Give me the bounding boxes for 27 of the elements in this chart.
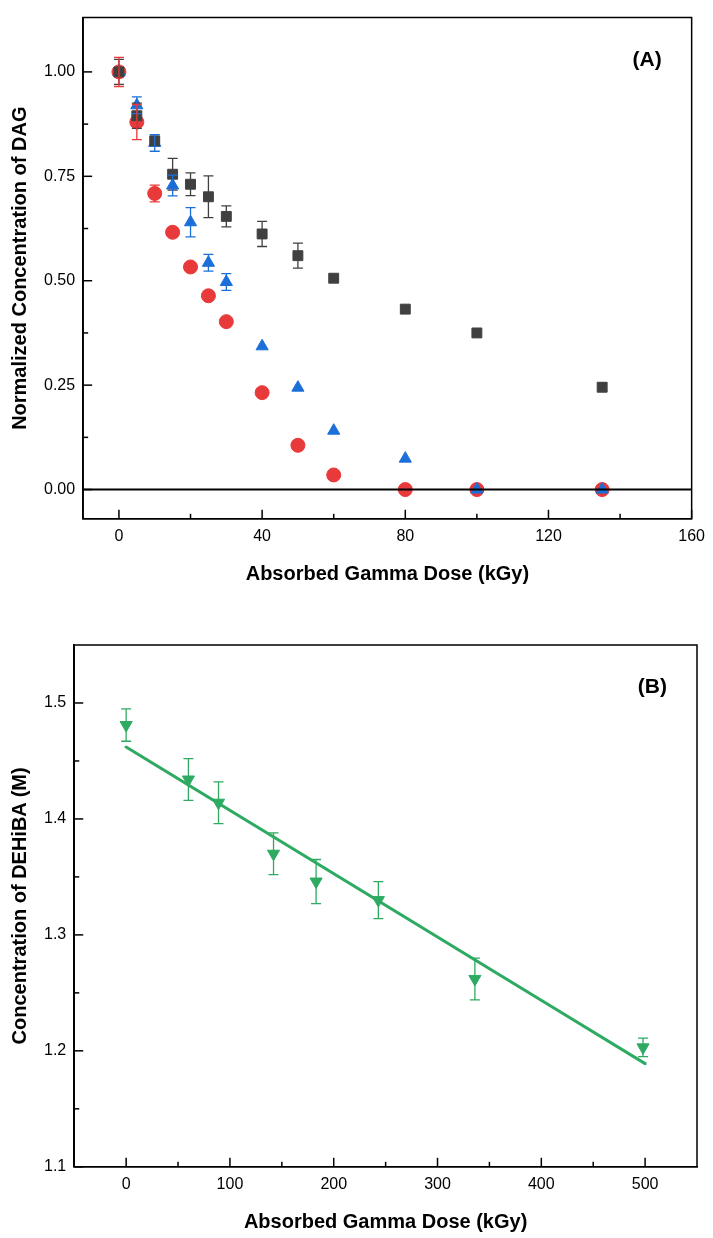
x-tick-label: 200 — [320, 1174, 348, 1192]
x-tick-label: 400 — [527, 1174, 555, 1192]
y-axis-title: Normalized Concentration of DAG — [7, 106, 30, 430]
annotation: (B) — [637, 674, 667, 698]
y-tick-label: 1.2 — [43, 1041, 67, 1059]
x-tick-label: 0 — [121, 1174, 131, 1192]
y-tick-label: 1.1 — [43, 1157, 67, 1175]
x-tick-label: 40 — [253, 526, 272, 544]
y-tick-label: 1.5 — [43, 693, 67, 711]
y-tick-label: 0.50 — [44, 271, 76, 289]
x-tick-label: 0 — [114, 526, 124, 544]
y-tick-label: 0.25 — [44, 375, 76, 393]
x-tick-label: 100 — [216, 1174, 244, 1192]
x-tick-label: 500 — [631, 1174, 659, 1192]
y-tick-label: 0.00 — [44, 479, 76, 497]
x-axis-title: Absorbed Gamma Dose (kGy) — [245, 561, 530, 584]
x-axis-title: Absorbed Gamma Dose (kGy) — [243, 1209, 528, 1232]
annotation: (A) — [632, 46, 662, 70]
x-tick-label: 160 — [678, 526, 706, 544]
y-tick-label: 1.4 — [43, 809, 67, 827]
y-axis-title: Concentration of DEHiBA (M) — [7, 767, 30, 1045]
x-tick-label: 300 — [424, 1174, 451, 1192]
y-tick-label: 1.3 — [43, 925, 67, 943]
y-tick-label: 1.00 — [44, 62, 76, 80]
x-tick-label: 80 — [396, 526, 415, 544]
x-tick-label: 120 — [535, 526, 562, 544]
y-tick-label: 0.75 — [44, 166, 76, 184]
